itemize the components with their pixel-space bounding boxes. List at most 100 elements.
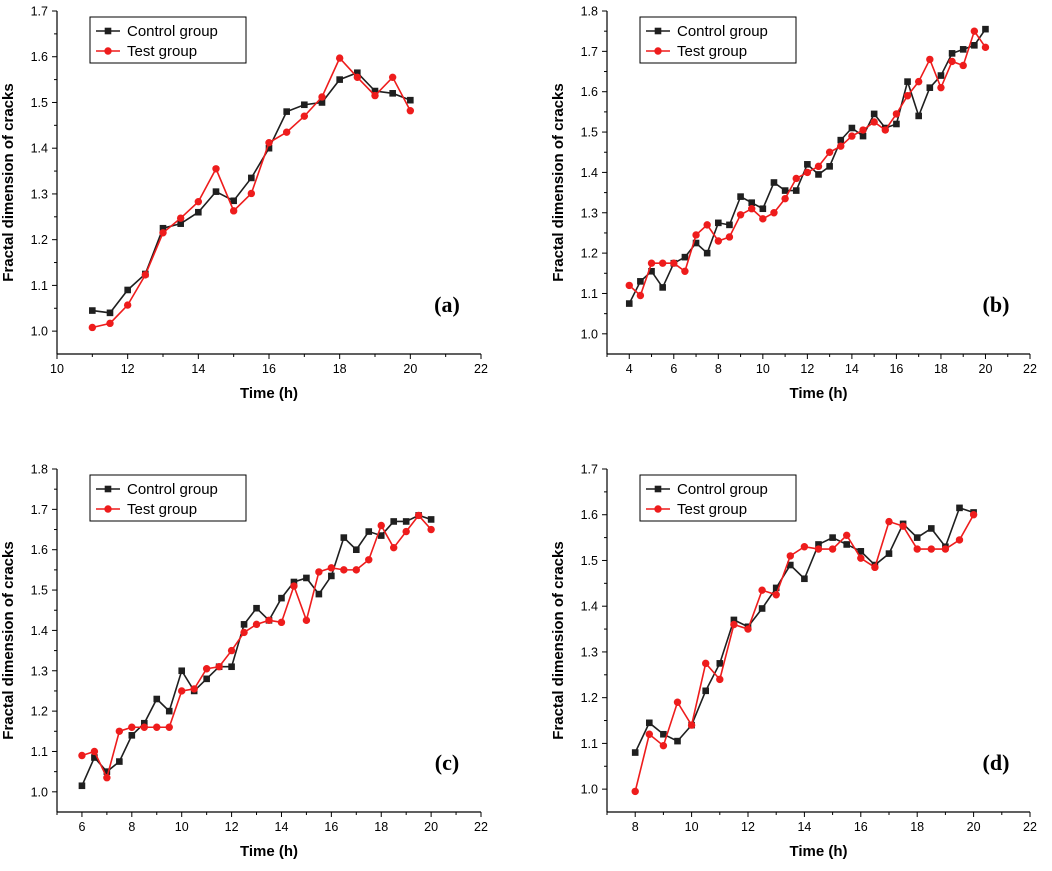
test-data-point <box>406 107 415 115</box>
test-data-point <box>770 209 778 217</box>
chart-panel-c: 6 8 10 12 14 16 18 20 22 1.0 1.1 1.2 1.3 1.4 1.5 1.6 1.7… <box>0 463 488 861</box>
x-tick-label: 4 <box>626 362 633 376</box>
y-tick-label: 1.4 <box>31 142 48 156</box>
test-data-point <box>625 281 633 290</box>
test-data-point <box>744 625 752 633</box>
test-data-point <box>914 77 923 86</box>
x-tick-label: 18 <box>910 820 924 834</box>
control-data-point <box>159 224 167 232</box>
test-data-point <box>178 687 186 695</box>
y-tick-label: 1.1 <box>31 279 48 293</box>
control-data-point <box>365 528 373 535</box>
test-data-point <box>714 237 723 245</box>
test-data-point <box>937 83 945 92</box>
test-data-point <box>927 545 935 553</box>
test-data-point <box>190 685 198 693</box>
x-tick-label: 18 <box>333 362 347 376</box>
test-data-point <box>881 126 889 134</box>
legend-box <box>89 16 247 64</box>
test-data-point <box>128 723 136 731</box>
y-tick-label: 1.5 <box>581 554 598 568</box>
legend-box <box>639 474 797 522</box>
test-data-point <box>115 727 124 735</box>
test-data-point <box>371 91 379 100</box>
control-data-point <box>283 108 290 115</box>
x-tick-label: 12 <box>121 362 135 376</box>
legend-label-control: Control group <box>127 481 218 498</box>
control-data-point <box>315 590 323 598</box>
x-axis-title: Time (h) <box>789 843 847 860</box>
y-tick-label: 1.2 <box>31 705 48 719</box>
control-data-point <box>128 732 136 739</box>
panel-label: (a) <box>434 292 460 317</box>
control-data-point <box>859 132 867 140</box>
x-axis-title: Time (h) <box>240 385 298 402</box>
control-data-point <box>692 239 700 247</box>
control-data-point <box>178 667 186 675</box>
y-tick-label: 1.6 <box>581 85 598 99</box>
control-data-point <box>815 171 822 178</box>
test-data-point <box>631 787 639 796</box>
test-data-point <box>140 723 148 731</box>
test-data-point <box>926 55 934 64</box>
test-data-point <box>969 511 978 519</box>
control-data-point <box>389 90 396 97</box>
y-tick-label: 1.6 <box>581 508 598 522</box>
chart-panel-a: 10 12 14 16 18 20 22 1.0 1.1 1.2 1.3 1.4 1.5 1.6 1.7 Ti… <box>0 5 488 403</box>
test-data-point <box>300 112 309 120</box>
control-data-point <box>674 737 681 745</box>
test-data-point <box>265 616 273 625</box>
legend-label-test: Test group <box>127 43 197 60</box>
control-data-point <box>804 161 811 168</box>
test-data-point <box>377 521 385 530</box>
y-tick-label: 1.5 <box>31 96 48 110</box>
control-data-point <box>390 518 398 525</box>
x-axis-title: Time (h) <box>240 843 298 860</box>
test-data-point <box>176 214 185 222</box>
y-tick-label: 1.7 <box>581 45 598 59</box>
x-tick-label: 16 <box>262 362 276 376</box>
test-data-point <box>871 563 879 572</box>
x-tick-label: 14 <box>275 820 289 834</box>
control-data-point <box>91 754 98 761</box>
legend-circle-marker <box>104 505 112 513</box>
y-tick-label: 1.4 <box>581 600 598 614</box>
test-data-point <box>277 618 286 627</box>
test-data-point <box>843 531 851 540</box>
panel-label: (d) <box>983 750 1010 775</box>
control-data-point <box>248 174 255 182</box>
legend-label-control: Control group <box>677 481 768 498</box>
test-data-point <box>959 61 967 70</box>
test-data-point <box>340 566 348 574</box>
test-data-point <box>825 148 834 156</box>
legend-label-test: Test group <box>677 43 747 60</box>
legend-box <box>89 474 247 522</box>
test-data-point <box>899 522 907 530</box>
control-data-point <box>89 307 96 314</box>
test-data-point <box>800 543 809 551</box>
test-data-point <box>402 527 410 536</box>
test-data-point <box>365 556 373 564</box>
x-tick-label: 14 <box>191 362 205 376</box>
y-tick-label: 1.1 <box>31 745 48 759</box>
legend-label-control: Control group <box>677 23 768 40</box>
x-tick-label: 12 <box>741 820 755 834</box>
control-data-point <box>716 660 724 667</box>
test-data-point <box>290 582 298 590</box>
x-tick-label: 20 <box>967 820 981 834</box>
control-data-point <box>407 96 414 104</box>
chart-panel-b: 4 6 8 10 12 14 16 18 20 22 1.0 1.1 1.2 1.3 1.4 1.5 1.6 1.… <box>550 5 1037 403</box>
test-data-point <box>388 73 397 82</box>
test-data-point <box>814 545 823 553</box>
y-tick-label: 1.3 <box>581 645 598 659</box>
y-tick-label: 1.7 <box>31 503 48 517</box>
control-data-point <box>377 532 385 539</box>
y-tick-label: 1.8 <box>581 5 598 19</box>
control-data-point <box>737 193 744 200</box>
control-data-point <box>787 561 794 569</box>
test-data-point <box>692 231 700 239</box>
test-data-point <box>227 646 236 655</box>
test-data-point <box>212 165 220 173</box>
x-tick-label: 20 <box>403 362 417 376</box>
test-data-point <box>903 92 912 100</box>
